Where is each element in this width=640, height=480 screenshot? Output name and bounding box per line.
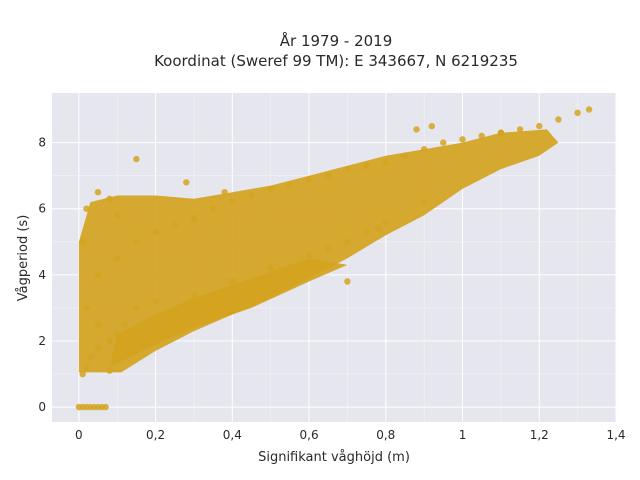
scatter-point — [325, 172, 332, 179]
scatter-point — [106, 337, 113, 345]
scatter-point — [133, 304, 140, 312]
scatter-point — [440, 139, 447, 146]
scatter-point — [106, 195, 113, 202]
scatter-point — [248, 284, 255, 292]
x-axis-label: Signifikant våghöjd (m) — [258, 450, 410, 465]
scatter-point — [574, 109, 581, 117]
scatter-point — [344, 165, 351, 173]
scatter-point — [267, 185, 274, 193]
scatter-point — [421, 198, 428, 206]
scatter-point — [459, 136, 466, 143]
scatter-point — [401, 152, 409, 159]
scatter-point — [190, 215, 198, 222]
scatter-point — [87, 354, 94, 361]
x-tick-label: 0,8 — [376, 428, 395, 442]
scatter-point — [171, 222, 178, 229]
scatter-point — [229, 198, 236, 206]
scatter-point — [133, 238, 140, 245]
x-tick-label: 0,2 — [146, 428, 165, 442]
scatter-point — [114, 331, 121, 338]
scatter-point — [171, 318, 178, 325]
scatter-point — [94, 321, 102, 328]
y-tick-label: 0 — [38, 400, 46, 414]
scatter-point — [585, 106, 593, 113]
scatter-point — [94, 344, 102, 351]
scatter-point — [305, 251, 313, 259]
x-tick-label: 1,4 — [606, 428, 625, 442]
scatter-point — [94, 271, 102, 279]
x-tick-label: 0 — [75, 428, 83, 442]
scatter-point — [305, 175, 313, 183]
x-tick-label: 1,2 — [530, 428, 549, 442]
scatter-point — [133, 155, 140, 163]
scatter-point — [221, 189, 228, 196]
scatter-point — [497, 129, 505, 136]
scatter-point — [267, 265, 274, 272]
scatter-point — [413, 126, 420, 133]
scatter-point — [190, 291, 198, 298]
scatter-point — [344, 238, 351, 245]
scatter-point — [382, 218, 389, 226]
scatter-point — [428, 122, 435, 130]
scatter-point — [286, 265, 294, 272]
y-tick-label: 2 — [38, 334, 46, 348]
scatter-point — [152, 298, 159, 305]
x-tick-label: 0,6 — [300, 428, 319, 442]
scatter-point — [536, 122, 543, 130]
scatter-point — [382, 159, 389, 166]
scatter-point — [79, 370, 86, 378]
scatter-point — [121, 321, 129, 328]
scatter-point — [248, 192, 255, 199]
scatter-point — [106, 367, 113, 374]
scatter-point — [79, 238, 86, 245]
scatter-point — [83, 205, 90, 212]
scatter-point — [152, 228, 159, 236]
scatter-point — [133, 337, 140, 345]
scatter-points — [75, 106, 593, 411]
y-tick-label: 8 — [38, 136, 46, 150]
scatter-point — [516, 126, 524, 133]
scatter-point — [421, 146, 428, 153]
scatter-point — [286, 182, 294, 189]
y-tick-label: 6 — [38, 202, 46, 216]
x-tick-label: 1 — [459, 428, 467, 442]
scatter-point — [209, 205, 217, 212]
tick-labels: 0 0,2 0,4 0,6 0,8 1 1,2 1,4 0 2 4 6 8 — [38, 136, 625, 442]
scatter-point — [229, 278, 236, 285]
scatter-point — [209, 304, 217, 312]
scatter-point — [114, 354, 121, 361]
scatter-point — [114, 212, 121, 219]
scatter-point — [325, 245, 332, 252]
scatter-point — [83, 304, 90, 312]
scatter-point — [94, 189, 102, 196]
scatter-point — [183, 179, 190, 186]
scatter-point — [114, 255, 121, 262]
scatter-density-lower — [109, 258, 348, 368]
chart-subtitle: Koordinat (Sweref 99 TM): E 343667, N 62… — [154, 52, 518, 70]
chart-title: År 1979 - 2019 — [280, 31, 393, 50]
scatter-point — [83, 364, 90, 371]
scatter-point — [344, 278, 351, 285]
y-tick-label: 4 — [38, 268, 46, 282]
y-axis-label: Vågperiod (s) — [16, 215, 31, 302]
scatter-point — [478, 132, 485, 140]
scatter-point — [363, 162, 370, 169]
scatter-point — [363, 228, 370, 236]
scatter-point — [374, 225, 382, 232]
scatter-point — [102, 403, 109, 411]
scatter-point — [555, 116, 562, 123]
x-tick-label: 0,4 — [223, 428, 242, 442]
